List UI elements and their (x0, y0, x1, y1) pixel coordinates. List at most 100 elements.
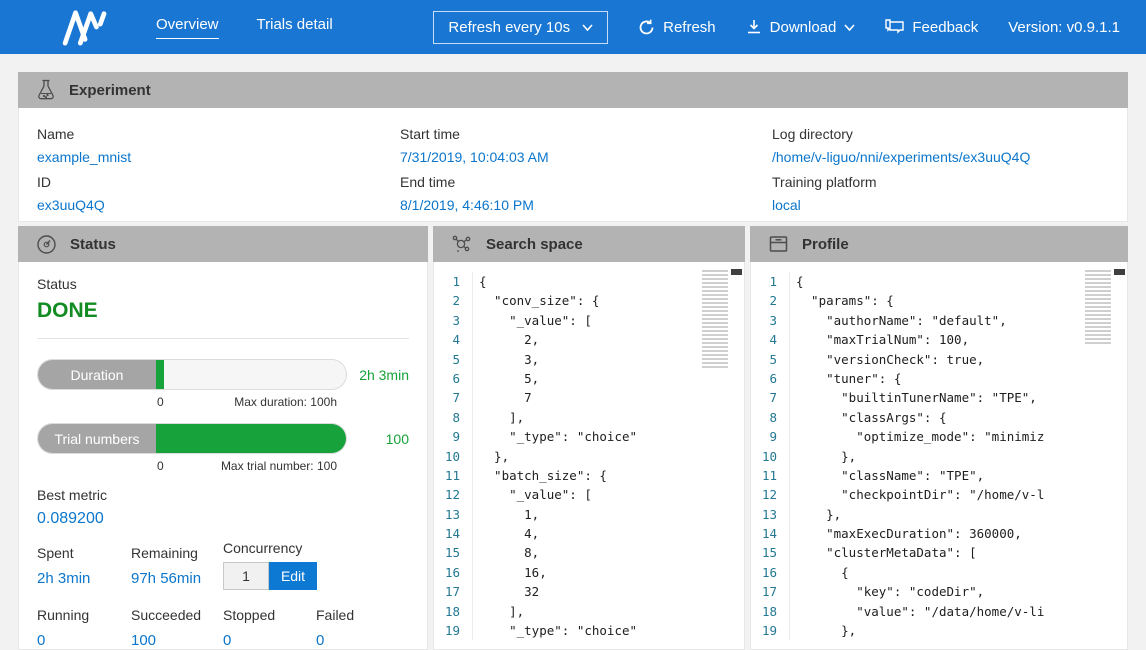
line-number: 15 (434, 543, 472, 562)
code-line: 5 3, (434, 350, 744, 369)
scrollbar-thumb[interactable] (1114, 269, 1125, 275)
tab-trials-detail[interactable]: Trials detail (257, 16, 333, 38)
experiment-field: Start time 7/31/2019, 10:04:03 AM (400, 118, 772, 166)
profile-section: Profile 1 { 2 "params": { (750, 226, 1128, 650)
code-text: "params": { (789, 291, 894, 310)
field-label: Log directory (772, 118, 1109, 142)
status-value: DONE (37, 299, 409, 323)
line-number: 3 (751, 311, 789, 330)
code-line: 18 ], (434, 602, 744, 621)
trial-numbers-bar: Trial numbers 100 (37, 423, 409, 454)
field-label: Name (37, 118, 400, 142)
duration-scale: 0 Max duration: 100h (157, 395, 337, 409)
code-text: "key": "codeDir", (789, 582, 984, 601)
code-text: "_type": "choice" (472, 621, 637, 640)
line-number: 10 (751, 447, 789, 466)
code-line: 14 "maxExecDuration": 360000, (751, 524, 1127, 543)
download-button[interactable]: Download (746, 19, 856, 36)
tab-overview[interactable]: Overview (156, 16, 219, 39)
line-number: 1 (751, 272, 789, 291)
code-text: "classArgs": { (789, 408, 947, 427)
refresh-interval-dropdown[interactable]: Refresh every 10s (433, 11, 608, 44)
code-text: "optimize_mode": "minimiz (789, 427, 1044, 446)
status-header: Status (18, 226, 428, 262)
line-number: 11 (751, 466, 789, 485)
experiment-field: Log directory /home/v-liguo/nni/experime… (772, 118, 1109, 166)
duration-scale-max: Max duration: 100h (234, 395, 337, 409)
experiment-title: Experiment (69, 82, 151, 99)
remaining-value: 97h 56min (131, 570, 223, 587)
code-text: "builtinTunerName": "TPE", (789, 388, 1037, 407)
experiment-header: Experiment (18, 72, 1128, 108)
field-value: local (772, 190, 1109, 213)
remaining-stat: Remaining 97h 56min (131, 545, 223, 590)
code-text: "tuner": { (789, 369, 901, 388)
code-line: 15 "clusterMetaData": [ (751, 543, 1127, 562)
code-line: 8 ], (434, 408, 744, 427)
code-line: 2 "params": { (751, 291, 1127, 310)
line-number: 12 (434, 485, 472, 504)
minimap[interactable] (1085, 270, 1111, 344)
stopped-label: Stopped (223, 607, 316, 623)
experiment-field: Name example_mnist (37, 118, 400, 166)
line-number: 6 (434, 369, 472, 388)
field-value: 8/1/2019, 4:46:10 PM (400, 190, 772, 213)
line-number: 2 (751, 291, 789, 310)
code-text: "checkpointDir": "/home/v-l (789, 485, 1044, 504)
code-line: 6 "tuner": { (751, 369, 1127, 388)
code-text: 16, (472, 563, 547, 582)
top-nav-bar: Overview Trials detail Refresh every 10s… (0, 0, 1146, 54)
trial-numbers-bar-label: Trial numbers (38, 424, 156, 453)
concurrency-stat: Concurrency 1 Edit (223, 540, 317, 590)
code-text: }, (789, 505, 841, 524)
code-line: 17 32 (434, 582, 744, 601)
code-line: 8 "classArgs": { (751, 408, 1127, 427)
scrollbar-thumb[interactable] (731, 269, 742, 275)
code-line: 5 "versionCheck": true, (751, 350, 1127, 369)
code-line: 14 4, (434, 524, 744, 543)
remaining-label: Remaining (131, 545, 223, 561)
code-text: "_value": [ (472, 311, 592, 330)
line-number: 4 (434, 330, 472, 349)
code-line: 19 "_type": "choice" (434, 621, 744, 640)
field-value: ex3uuQ4Q (37, 190, 400, 213)
code-text: "maxExecDuration": 360000, (789, 524, 1022, 543)
code-text: 4, (472, 524, 539, 543)
code-text: 8, (472, 543, 539, 562)
download-label: Download (770, 19, 837, 36)
concurrency-edit-button[interactable]: Edit (269, 562, 317, 590)
line-number: 15 (751, 543, 789, 562)
line-number: 12 (751, 485, 789, 504)
feedback-button[interactable]: Feedback (885, 19, 978, 36)
archive-box-icon (768, 234, 789, 254)
code-text: "_value": [ (472, 485, 592, 504)
experiment-field: ID ex3uuQ4Q (37, 166, 400, 214)
line-number: 6 (751, 369, 789, 388)
failed-stat: Failed 0 (316, 607, 354, 649)
search-space-code-editor[interactable]: 1 { 2 "conv_size": { 3 "_value": [ (434, 262, 744, 649)
gauge-icon (36, 234, 57, 255)
code-text: }, (789, 621, 856, 640)
minimap[interactable] (702, 270, 728, 368)
line-number: 5 (434, 350, 472, 369)
line-number: 1 (434, 272, 472, 291)
line-number: 9 (434, 427, 472, 446)
trial-scale-max: Max trial number: 100 (221, 459, 337, 473)
code-line: 13 1, (434, 505, 744, 524)
line-number: 18 (751, 602, 789, 621)
status-section: Status Status DONE Duration 2h 3min 0 Ma… (18, 226, 428, 650)
line-number: 19 (434, 621, 472, 640)
line-number: 17 (434, 582, 472, 601)
failed-label: Failed (316, 607, 354, 623)
code-text: "versionCheck": true, (789, 350, 984, 369)
profile-code-editor[interactable]: 1 { 2 "params": { 3 "authorName": "defau… (751, 262, 1127, 649)
status-title: Status (70, 236, 116, 253)
refresh-button[interactable]: Refresh (638, 19, 716, 36)
experiment-field: Training platform local (772, 166, 1109, 214)
feedback-icon (885, 19, 904, 35)
line-number: 8 (434, 408, 472, 427)
code-text: "maxTrialNum": 100, (789, 330, 969, 349)
code-text: { (789, 272, 804, 291)
concurrency-input[interactable]: 1 (223, 562, 269, 590)
code-text: 32 (472, 582, 539, 601)
